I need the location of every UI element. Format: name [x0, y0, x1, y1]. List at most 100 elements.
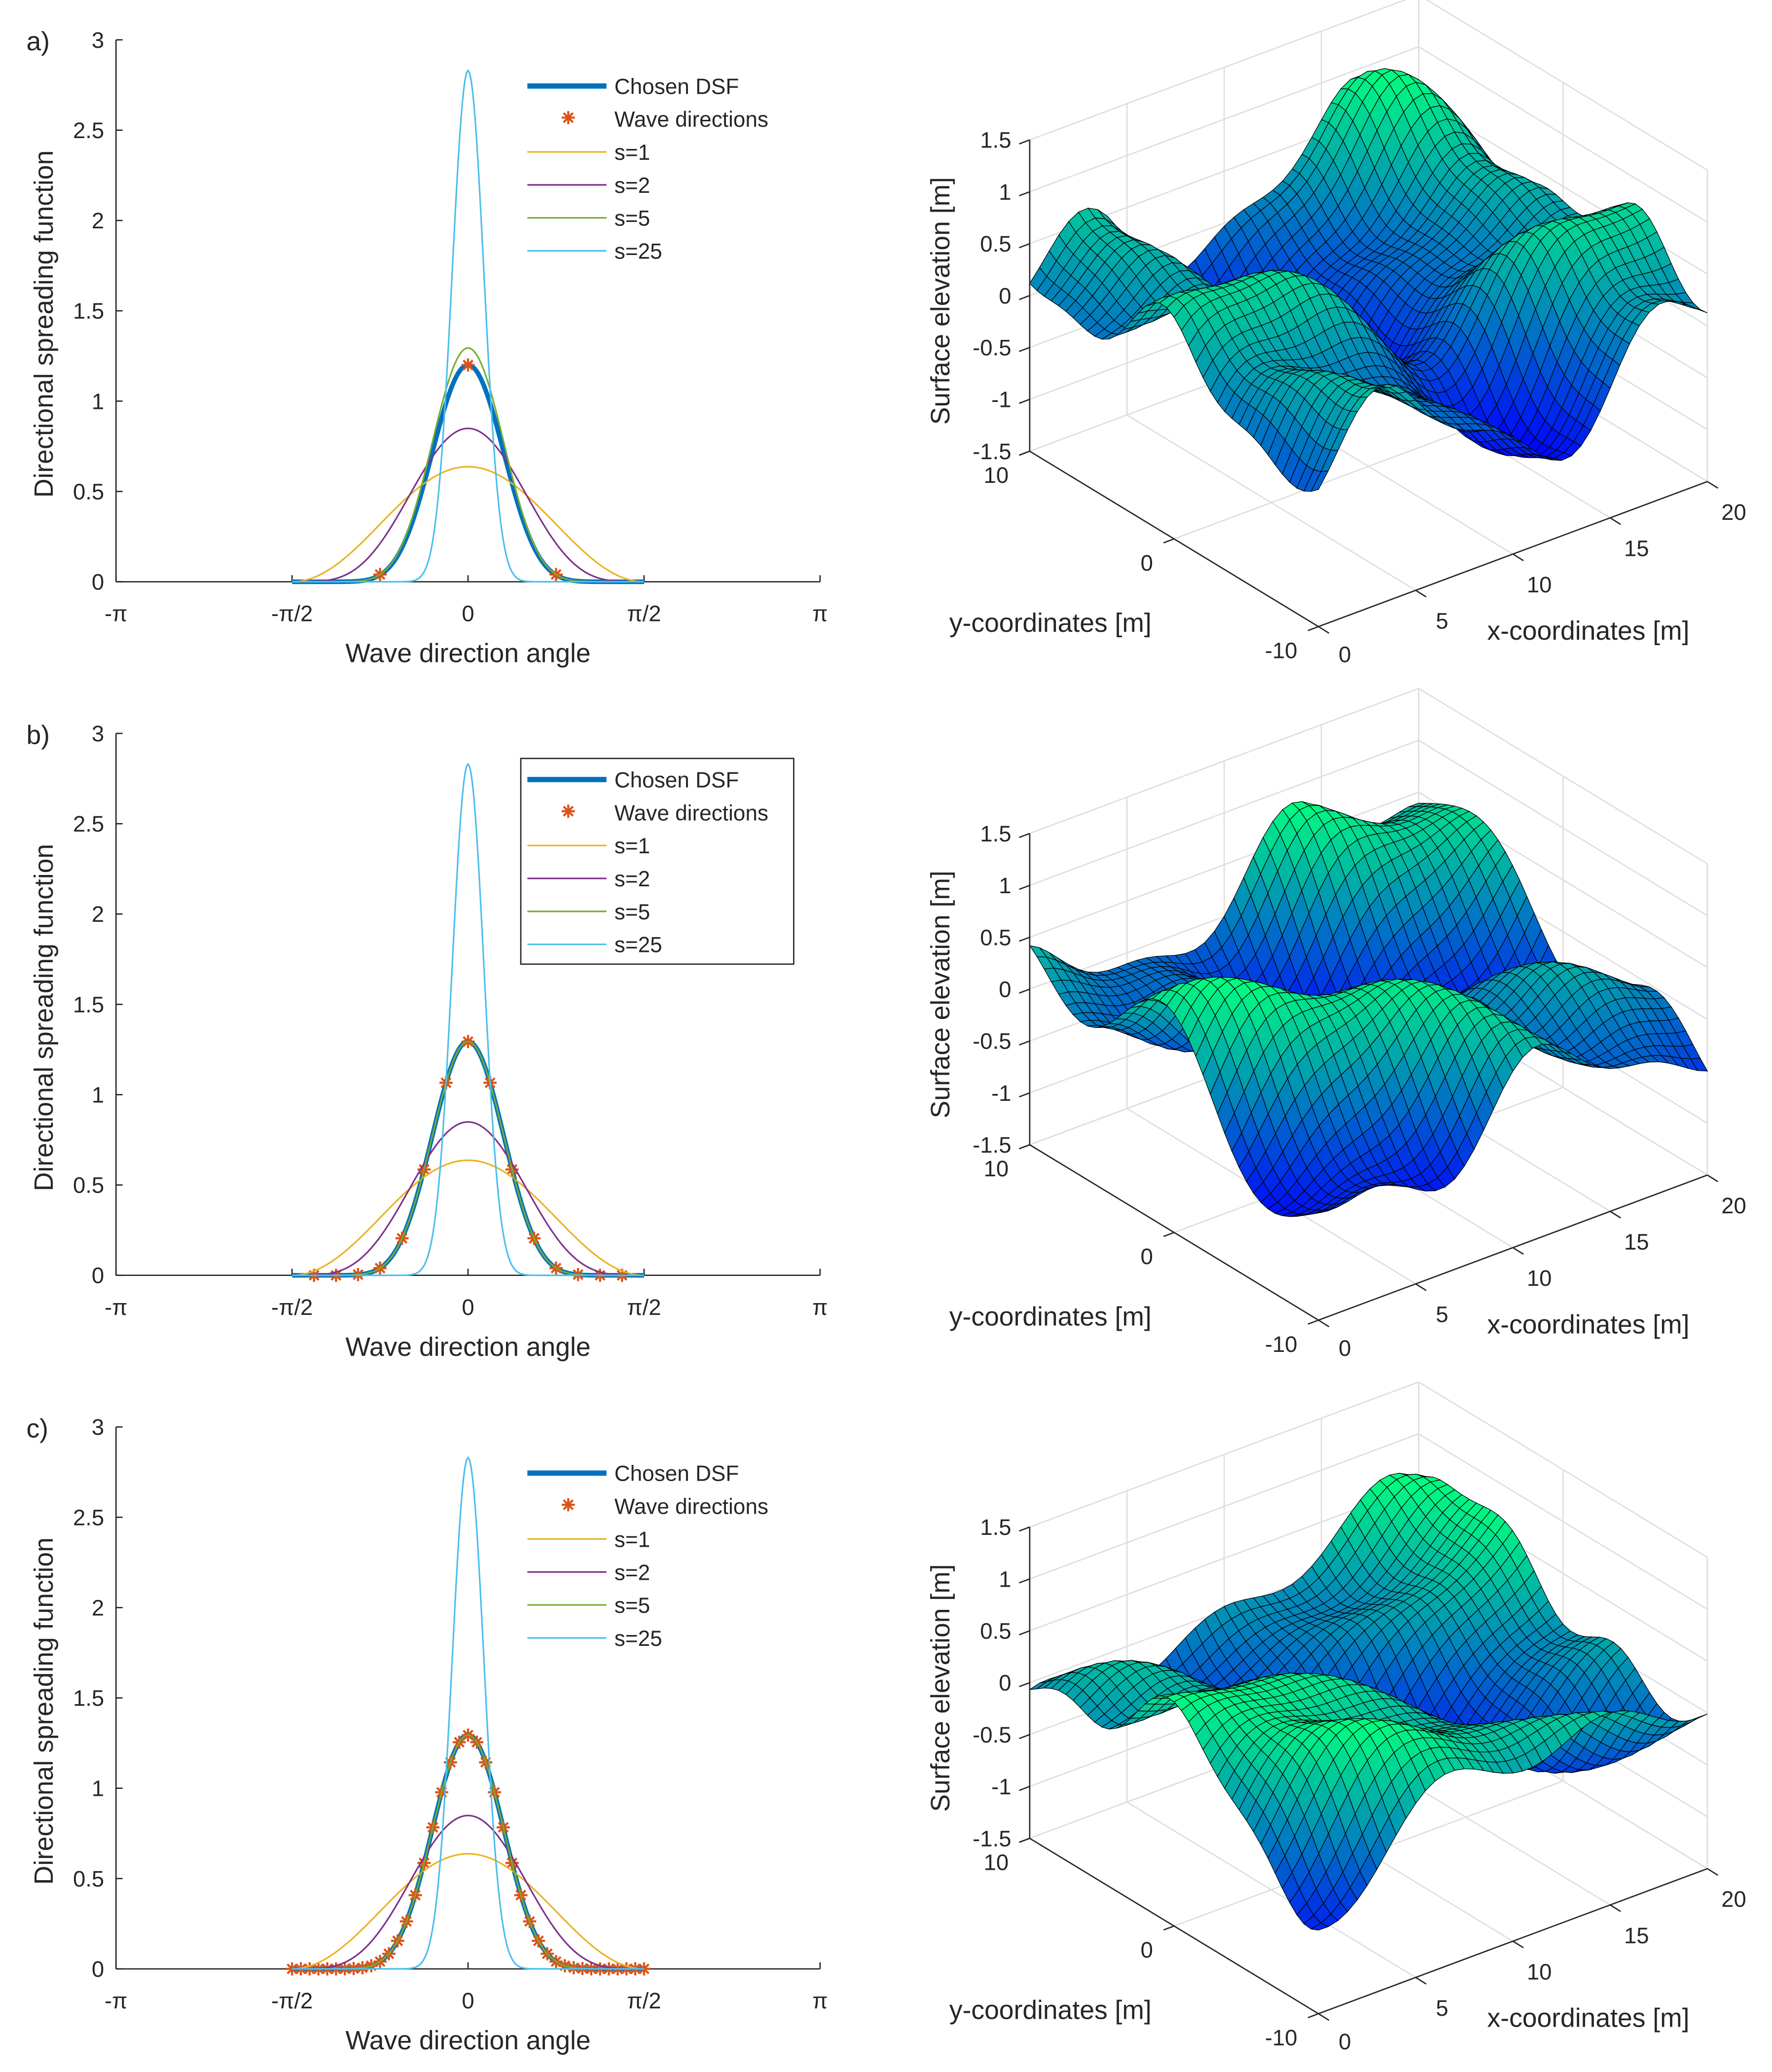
- y-tick-label: 1.5: [73, 1686, 104, 1711]
- y-tick-label: 1.5: [73, 298, 104, 324]
- z-tick-label: -0.5: [973, 335, 1011, 361]
- z-tick: [1019, 833, 1030, 838]
- surface-mesh: [1029, 801, 1708, 1217]
- x-axis-label: Wave direction angle: [345, 1333, 590, 1362]
- x-tick-label: 0: [462, 1295, 474, 1320]
- x-axis-label: x-coordinates [m]: [1487, 617, 1690, 646]
- x-tick: [1318, 1319, 1330, 1328]
- z-tick: [1019, 937, 1030, 942]
- series-line-s2: [292, 427, 644, 583]
- x-tick-label: π: [812, 1295, 828, 1320]
- y-tick-label: 0: [92, 1263, 104, 1288]
- series-line-s25: [292, 1456, 644, 1970]
- x-tick-label: 5: [1436, 608, 1448, 633]
- x-tick-label: π/2: [627, 1988, 661, 2013]
- legend-label: Wave directions: [615, 108, 768, 132]
- y-tick-label: 2.5: [73, 811, 104, 836]
- y-tick-label: 2: [92, 1595, 104, 1620]
- x-tick-label: π/2: [627, 601, 661, 626]
- legend-label: s=25: [615, 240, 662, 264]
- z-tick-label: 0: [999, 977, 1011, 1002]
- legend-label: s=25: [615, 1627, 662, 1651]
- surface-patch: [1311, 1210, 1329, 1214]
- y-tick-label: 0: [92, 1957, 104, 1982]
- series-line-s25: [292, 763, 644, 1276]
- grid-line: [1426, 0, 1708, 171]
- z-tick-label: 0.5: [980, 231, 1011, 256]
- wave-direction-marker: [461, 358, 475, 372]
- z-tick-label: -1: [991, 1081, 1011, 1106]
- z-axis-label: Surface elevation [m]: [926, 871, 955, 1118]
- x-tick-label: 0: [462, 1988, 474, 2013]
- y-tick-label: 2.5: [73, 1505, 104, 1530]
- x-tick: [1707, 481, 1719, 489]
- x-tick-label: -π/2: [271, 1295, 313, 1320]
- y-tick-label: 1: [92, 389, 104, 414]
- z-tick: [1019, 295, 1030, 300]
- legend-label: Chosen DSF: [615, 768, 739, 793]
- y-tick-label: 0.5: [73, 1173, 104, 1198]
- z-tick-label: 1: [999, 180, 1011, 205]
- x-tick: [1512, 553, 1524, 561]
- series-line-s25: [292, 69, 644, 583]
- z-axis-label: Surface elevation [m]: [926, 177, 955, 425]
- z-tick-label: 1: [999, 873, 1011, 898]
- y-tick: [1019, 1144, 1030, 1150]
- y-tick-label: 0.5: [73, 1866, 104, 1891]
- x-tick-label: 5: [1436, 1302, 1448, 1327]
- y-tick-label: -10: [1265, 638, 1298, 663]
- y-tick-label: 0: [1141, 550, 1153, 576]
- y-axis-label: Directional spreading function: [30, 150, 59, 498]
- x-tick-label: 0: [1338, 1336, 1351, 1361]
- z-tick: [1019, 243, 1030, 249]
- y-tick-label: 0: [1141, 1244, 1153, 1269]
- y-tick-label: 3: [92, 28, 104, 53]
- legend-label: s=1: [615, 1527, 650, 1552]
- z-tick: [1019, 1092, 1030, 1098]
- y-tick-label: 0: [92, 570, 104, 595]
- wave-direction-marker: [285, 1962, 299, 1976]
- z-tick: [1019, 884, 1030, 890]
- x-tick-label: 0: [1338, 642, 1351, 667]
- surface-patch: [1310, 470, 1329, 492]
- panel-label: c): [26, 1415, 48, 1444]
- y-tick: [1163, 538, 1175, 544]
- legend-label: s=2: [615, 1561, 650, 1585]
- series-line-s1: [292, 466, 644, 583]
- x-tick-label: -π/2: [271, 1988, 313, 2013]
- x-tick-label: π: [812, 601, 828, 626]
- y-tick-label: 2.5: [73, 118, 104, 143]
- x-tick-label: π: [812, 1988, 828, 2013]
- y-tick-label: 3: [92, 1415, 104, 1440]
- series-line-s2: [292, 1815, 644, 1970]
- x-tick-label: 20: [1721, 1193, 1746, 1218]
- x-tick-label: 20: [1721, 500, 1746, 525]
- legend-label: s=2: [615, 867, 650, 891]
- y-tick: [1019, 450, 1030, 456]
- z-tick: [1019, 347, 1030, 352]
- wave-direction-marker: [561, 111, 575, 124]
- wave-direction-marker: [561, 1498, 575, 1512]
- x-tick: [1415, 1283, 1427, 1291]
- y-tick-label: 1: [92, 1776, 104, 1801]
- x-axis-label: Wave direction angle: [345, 639, 590, 668]
- y-tick-label: 0.5: [73, 479, 104, 504]
- legend-label: s=5: [615, 900, 650, 924]
- y-tick-label: 10: [984, 1156, 1009, 1181]
- x-tick-label: 10: [1527, 1266, 1552, 1291]
- y-axis-label: Directional spreading function: [30, 1537, 59, 1885]
- x-tick-label: -π: [105, 601, 127, 626]
- y-tick-label: 3: [92, 721, 104, 746]
- x-tick-label: 15: [1624, 536, 1649, 561]
- y-axis-label: y-coordinates [m]: [949, 1302, 1152, 1331]
- z-tick-label: 1.5: [980, 128, 1011, 153]
- legend-label: s=25: [615, 933, 662, 957]
- legend-label: Wave directions: [615, 801, 768, 825]
